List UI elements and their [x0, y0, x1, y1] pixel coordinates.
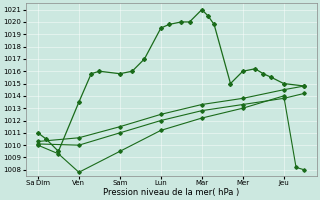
X-axis label: Pression niveau de la mer( hPa ): Pression niveau de la mer( hPa )	[103, 188, 239, 197]
